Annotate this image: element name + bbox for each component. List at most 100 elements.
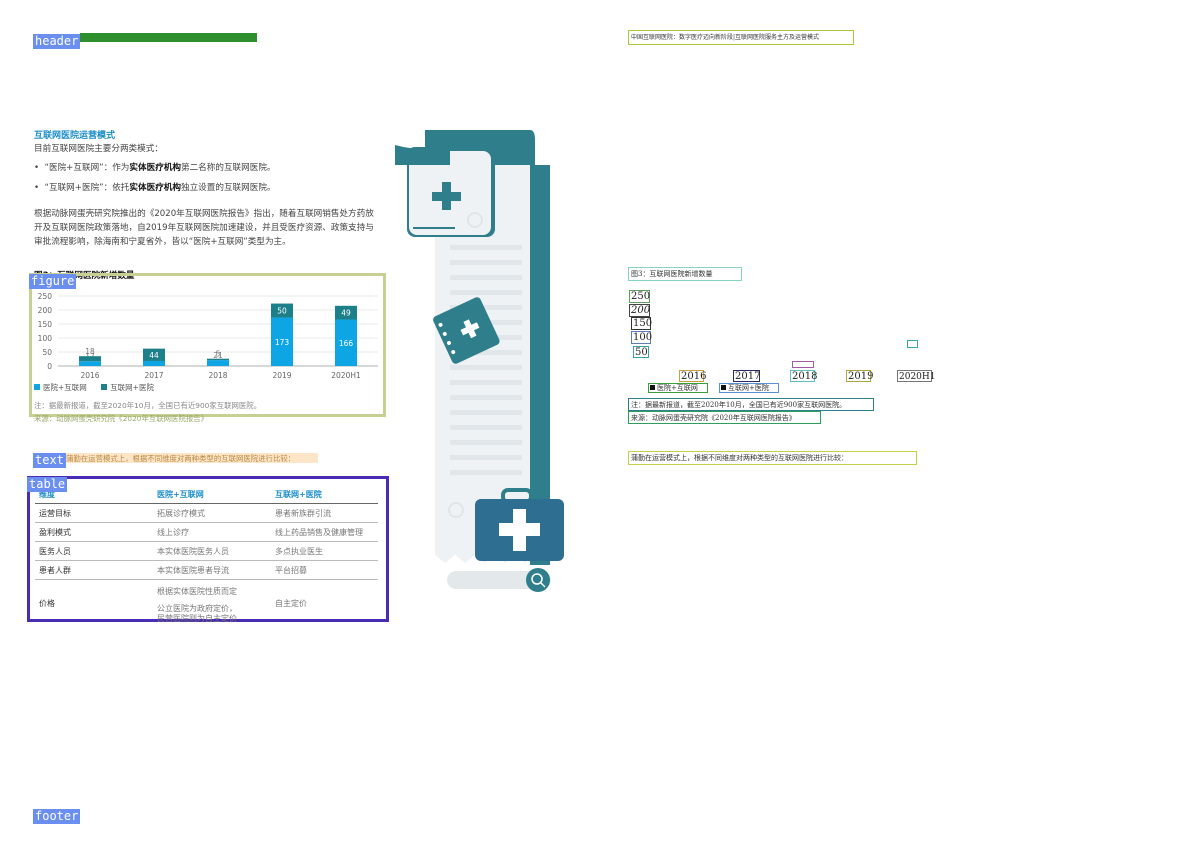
- bullet-1: • “医院+互联网”：作为实体医疗机构第二名称的互联网医院。: [34, 163, 276, 173]
- y-tick-label: 200: [38, 306, 53, 315]
- figure-note: 注：据最新报道，截至2020年10月，全国已有近900家互联网医院。: [34, 401, 262, 410]
- price-rule-line-1: 根据实体医院性质而定: [157, 586, 237, 596]
- bar-value-label: 5: [216, 350, 221, 359]
- bar-value-label: 44: [149, 351, 159, 360]
- right-source: 来源：动脉网蛋壳研究院《2020年互联网医院报告》: [628, 411, 821, 424]
- x-tick-label: 2019: [272, 371, 291, 380]
- table-cell: 价格: [39, 599, 55, 609]
- table-cell: 运营目标: [35, 503, 153, 523]
- compare-text-highlight: [33, 453, 318, 463]
- header-bar: [80, 33, 257, 42]
- price-rule-line-3: 民营医院则为自主定价: [157, 613, 237, 623]
- table-cell: 平台招募: [271, 560, 378, 580]
- section-title: 互联网医院运营模式: [34, 131, 116, 141]
- right-compare-text: 蒲勤在运营模式上，根据不同维度对两种类型的互联网医院进行比较：: [628, 451, 917, 465]
- bar-segment: [143, 348, 165, 361]
- legend-label-1: 医院+互联网: [43, 383, 87, 392]
- legend-swatch-icon: [721, 385, 726, 390]
- bar-segment: [271, 303, 293, 318]
- y-tick-label: 0: [47, 362, 52, 371]
- table-cell: 本实体医院医务人员: [153, 541, 271, 561]
- bar-value-label: 50: [277, 307, 287, 316]
- bar-value-label: 173: [275, 338, 290, 347]
- table-cell: 多点执业医生: [271, 541, 378, 561]
- x-tick-label: 2017: [144, 371, 163, 380]
- right-ytick: 250: [629, 290, 651, 303]
- text-region-tag: text: [33, 453, 66, 468]
- figure-source: 来源：动脉网蛋壳研究院《2020年互联网医院报告》: [34, 414, 209, 423]
- table-cell: 线上诊疗: [153, 522, 271, 542]
- bar-segment: [79, 361, 101, 366]
- legend-swatch-2: [101, 384, 108, 390]
- table-cell: 自主定价: [275, 599, 307, 609]
- table-region-tag: table: [27, 477, 68, 492]
- legend-swatch-1: [34, 384, 40, 390]
- right-note: 注：据最新报道，截至2020年10月，全国已有近900家互联网医院。: [628, 398, 874, 411]
- bar-segment: [207, 360, 229, 366]
- figure-region: [29, 273, 386, 417]
- right-year: 2018: [790, 370, 818, 382]
- right-year: 2019: [846, 370, 874, 382]
- bullet-2: • “互联网+医院”：依托实体医疗机构独立设置的互联网医院。: [34, 183, 276, 193]
- footer-region-tag: footer: [33, 809, 81, 824]
- table-cell: 患者人群: [35, 560, 153, 580]
- table-row: 患者人群 本实体医院患者导流 平台招募: [35, 560, 378, 580]
- bar-value-label: 49: [341, 309, 351, 318]
- table-cell: 线上药品销售及健康管理: [271, 522, 378, 542]
- table-cell: 盈利模式: [35, 522, 153, 542]
- comparison-table: 维度 医院+互联网 互联网+医院 运营目标 拓展诊疗模式 患者新族群引流 盈利模式线…: [35, 485, 378, 628]
- price-rule-line-2: 公立医院为政府定价，: [157, 603, 237, 613]
- table-cell: 拓展诊疗模式: [153, 503, 271, 523]
- bar-segment: [207, 358, 229, 361]
- bar-value-label: 18: [85, 347, 95, 356]
- figure-region-tag: figure: [29, 274, 77, 289]
- right-legend-2: 互联网+医院: [719, 383, 779, 393]
- table-header-cell: 互联网+医院: [271, 485, 378, 504]
- right-figure-title: 图3：互联网医院新增数量: [628, 267, 742, 281]
- figure-title: 图3：互联网医院新增数量: [34, 271, 135, 281]
- bar-segment: [143, 360, 165, 366]
- table-cell: 本实体医院患者导流: [153, 560, 271, 580]
- x-tick-label: 2018: [208, 371, 227, 380]
- legend-swatch-icon: [650, 385, 655, 390]
- right-ytick: 150: [631, 317, 653, 330]
- medical-illustration: [395, 130, 564, 592]
- y-tick-label: 150: [38, 320, 53, 329]
- bar-value-label: 21: [213, 351, 223, 360]
- table-cell: 医务人员: [35, 541, 153, 561]
- table-cell: 根据实体医院性质而定 公立医院为政府定价， 民营医院则为自主定价: [153, 580, 271, 628]
- right-header: 中国互联网医院：数字医疗迈向新阶段|互联网医院服务主方及运营模式: [628, 30, 854, 45]
- header-region-tag: header: [33, 34, 81, 49]
- compare-text: 蒲勤在运营模式上，根据不同维度对两种类型的互联网医院进行比较：: [66, 454, 296, 463]
- y-tick-label: 100: [38, 334, 53, 343]
- intro-text: 目前互联网医院主要分两类模式：: [34, 144, 163, 154]
- y-tick-label: 50: [42, 348, 52, 357]
- right-small-mark: [907, 340, 918, 348]
- chart-legend: 医院+互联网 互联网+医院: [34, 382, 154, 393]
- bar-segment: [271, 317, 293, 366]
- table-row: 价格 根据实体医院性质而定 公立医院为政府定价， 民营医院则为自主定价 自主定价: [35, 580, 378, 628]
- bar-segment: [335, 305, 357, 320]
- table-header-row: 维度 医院+互联网 互联网+医院: [35, 485, 378, 504]
- right-small-mark: [792, 361, 814, 368]
- right-year: 2017: [733, 370, 761, 382]
- bar-value-label: 166: [339, 339, 354, 348]
- y-tick-label: 250: [38, 292, 53, 301]
- table-cell: 患者新族群引流: [271, 503, 378, 523]
- bar-segment: [335, 319, 357, 366]
- right-year: 2016: [679, 370, 707, 382]
- table-row: 盈利模式 线上诊疗 线上药品销售及健康管理: [35, 522, 378, 542]
- table-region: 维度 医院+互联网 互联网+医院 运营目标 拓展诊疗模式 患者新族群引流 盈利模式线…: [27, 476, 389, 623]
- table-header-cell: 医院+互联网: [153, 485, 271, 504]
- intro-paragraph: 根据动脉网蛋壳研究院推出的《2020年互联网医院报告》指出，随着互联网销售处方药…: [34, 209, 374, 247]
- right-ytick: 200: [629, 304, 651, 317]
- table-row: 运营目标 拓展诊疗模式 患者新族群引流: [35, 503, 378, 523]
- right-ytick: 100: [631, 331, 653, 344]
- table-row: 医务人员 本实体医院医务人员 多点执业医生: [35, 541, 378, 561]
- x-tick-label: 2016: [80, 371, 99, 380]
- right-ytick: 50: [633, 346, 649, 358]
- x-tick-label: 2020H1: [331, 371, 361, 380]
- bar-segment: [79, 356, 101, 362]
- right-legend-1: 医院+互联网: [648, 383, 708, 393]
